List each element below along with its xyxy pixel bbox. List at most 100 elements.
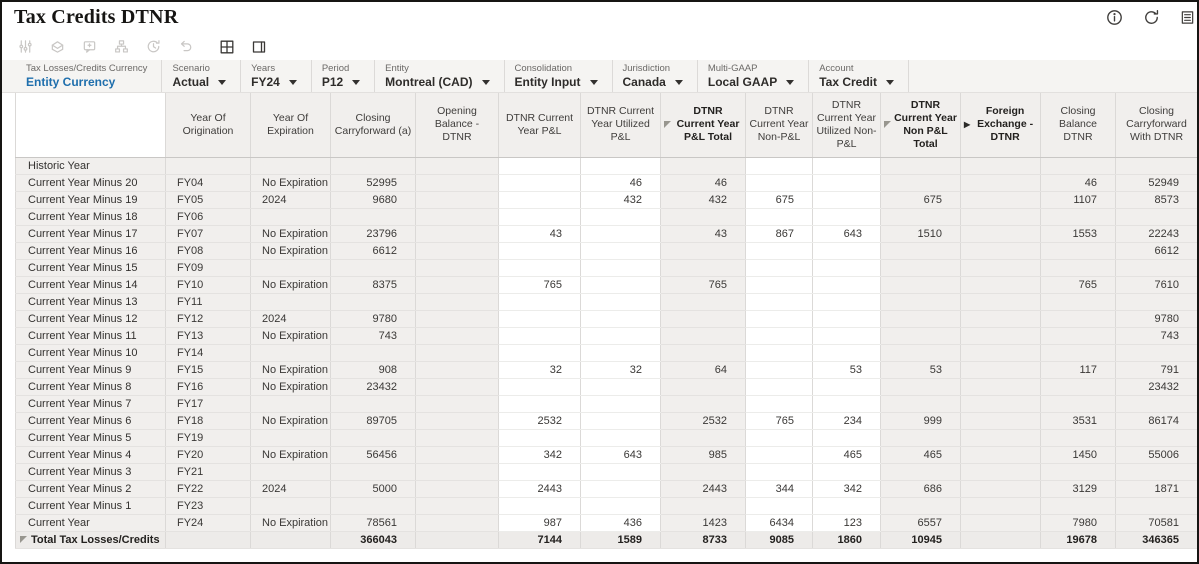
data-cell[interactable]	[812, 208, 881, 226]
data-cell[interactable]	[745, 157, 813, 175]
row-header[interactable]: Current Year Minus 10	[15, 344, 166, 362]
data-cell[interactable]	[498, 344, 581, 362]
row-header[interactable]: Current Year Minus 17	[15, 225, 166, 243]
data-cell[interactable]	[812, 429, 881, 447]
data-cell[interactable]	[812, 259, 881, 277]
data-cell[interactable]	[745, 327, 813, 345]
data-cell[interactable]	[580, 463, 661, 481]
row-header[interactable]: Current Year Minus 8	[15, 378, 166, 396]
column-header[interactable]: Closing Carryforward With DTNR	[1115, 93, 1197, 158]
chevron-down-icon[interactable]	[589, 79, 598, 85]
data-cell[interactable]: 342	[498, 446, 581, 464]
pov-value[interactable]: Tax Credit	[819, 75, 895, 89]
pov-years[interactable]: Years FY24	[241, 60, 312, 92]
data-cell[interactable]	[580, 242, 661, 260]
column-header[interactable]: DTNR Current Year Utilized Non-P&L	[812, 93, 881, 158]
row-header[interactable]: Current Year Minus 1	[15, 497, 166, 515]
data-cell[interactable]	[812, 395, 881, 413]
pov-account[interactable]: Account Tax Credit	[809, 60, 910, 92]
data-cell[interactable]	[580, 208, 661, 226]
data-cell[interactable]	[745, 395, 813, 413]
info-icon[interactable]	[1106, 9, 1123, 26]
data-cell[interactable]	[812, 174, 881, 192]
data-cell[interactable]: 46	[580, 174, 661, 192]
data-cell[interactable]	[745, 361, 813, 379]
column-header[interactable]: DTNR Current Year Non-P&L	[745, 93, 813, 158]
data-cell[interactable]	[745, 276, 813, 294]
data-cell[interactable]	[745, 429, 813, 447]
column-header[interactable]: DTNR Current Year P&L Total	[660, 93, 746, 158]
pov-value[interactable]: Entity Currency	[26, 75, 116, 89]
data-cell[interactable]: 987	[498, 514, 581, 532]
pov-consolidation[interactable]: Consolidation Entity Input	[505, 60, 613, 92]
data-cell[interactable]	[745, 446, 813, 464]
data-cell[interactable]	[745, 293, 813, 311]
data-cell[interactable]	[745, 344, 813, 362]
layout-icon[interactable]	[250, 38, 268, 56]
column-header[interactable]: DTNR Current Year Non P&L Total	[880, 93, 961, 158]
data-cell[interactable]	[498, 259, 581, 277]
data-cell[interactable]	[580, 344, 661, 362]
data-cell[interactable]	[580, 429, 661, 447]
data-cell[interactable]	[580, 412, 661, 430]
data-cell[interactable]: 32	[580, 361, 661, 379]
pov-value[interactable]: P12	[322, 75, 361, 89]
column-header[interactable]: Opening Balance - DTNR	[415, 93, 499, 158]
data-cell[interactable]	[498, 310, 581, 328]
column-header[interactable]: Year Of Expiration	[250, 93, 331, 158]
row-header[interactable]: Current Year	[15, 514, 166, 532]
data-cell[interactable]	[812, 378, 881, 396]
collapse-triangle-icon[interactable]	[664, 121, 671, 129]
row-header[interactable]: Current Year Minus 19	[15, 191, 166, 209]
data-cell[interactable]	[580, 293, 661, 311]
refresh-icon[interactable]	[1143, 9, 1160, 26]
data-cell[interactable]	[812, 293, 881, 311]
data-cell[interactable]	[812, 242, 881, 260]
data-cell[interactable]: 675	[745, 191, 813, 209]
pov-value[interactable]: Entity Input	[515, 75, 598, 89]
pov-entity[interactable]: Entity Montreal (CAD)	[375, 60, 505, 92]
pov-value[interactable]: FY24	[251, 75, 297, 89]
data-cell[interactable]	[745, 310, 813, 328]
data-cell[interactable]	[580, 157, 661, 175]
data-cell[interactable]: 867	[745, 225, 813, 243]
data-cell[interactable]	[812, 463, 881, 481]
row-header[interactable]: Current Year Minus 14	[15, 276, 166, 294]
row-header[interactable]: Current Year Minus 2	[15, 480, 166, 498]
chevron-down-icon[interactable]	[481, 79, 490, 85]
row-header[interactable]: Current Year Minus 12	[15, 310, 166, 328]
data-cell[interactable]: 643	[580, 446, 661, 464]
row-header[interactable]: Current Year Minus 18	[15, 208, 166, 226]
row-header[interactable]: Current Year Minus 4	[15, 446, 166, 464]
chevron-down-icon[interactable]	[786, 79, 795, 85]
chevron-down-icon[interactable]	[288, 79, 297, 85]
pov-multi-gaap[interactable]: Multi-GAAP Local GAAP	[698, 60, 810, 92]
row-header[interactable]: Current Year Minus 3	[15, 463, 166, 481]
data-cell[interactable]	[498, 174, 581, 192]
data-cell[interactable]	[580, 480, 661, 498]
chevron-down-icon[interactable]	[886, 79, 895, 85]
data-cell[interactable]	[745, 378, 813, 396]
grid-icon[interactable]	[218, 38, 236, 56]
data-cell[interactable]: 123	[812, 514, 881, 532]
column-header[interactable]: DTNR Current Year P&L	[498, 93, 581, 158]
data-cell[interactable]	[812, 276, 881, 294]
row-header[interactable]: Current Year Minus 16	[15, 242, 166, 260]
data-cell[interactable]	[498, 293, 581, 311]
data-cell[interactable]	[812, 327, 881, 345]
pov-period[interactable]: Period P12	[312, 60, 376, 92]
data-cell[interactable]	[580, 276, 661, 294]
data-cell[interactable]: 32	[498, 361, 581, 379]
data-cell[interactable]	[498, 157, 581, 175]
data-cell[interactable]	[812, 497, 881, 515]
data-cell[interactable]	[745, 174, 813, 192]
data-cell[interactable]	[498, 395, 581, 413]
column-header[interactable]: Closing Balance DTNR	[1040, 93, 1116, 158]
row-header[interactable]: Total Tax Losses/Credits	[15, 530, 166, 549]
data-cell[interactable]: 342	[812, 480, 881, 498]
data-cell[interactable]: 43	[498, 225, 581, 243]
pov-jurisdiction[interactable]: Jurisdiction Canada	[613, 60, 698, 92]
chevron-down-icon[interactable]	[218, 79, 227, 85]
data-cell[interactable]	[812, 310, 881, 328]
collapse-triangle-icon[interactable]	[20, 536, 27, 543]
